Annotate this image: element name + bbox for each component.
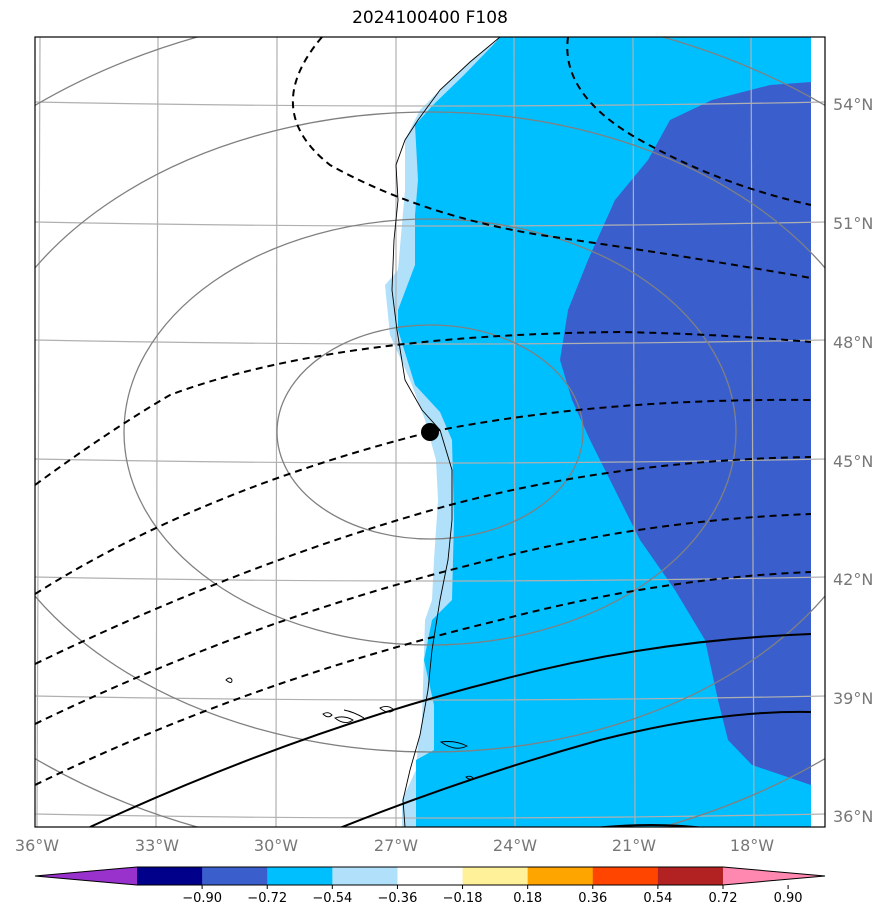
- colorbar-extend-min: [35, 867, 137, 885]
- colorbar-tick-label: −0.72: [247, 891, 287, 906]
- map-title: 2024100400 F108: [352, 8, 508, 28]
- colorbar-tick-label: 0.18: [513, 891, 542, 906]
- lon-tick-24w: 24°W: [493, 836, 537, 855]
- colorbar-tick-label: 0.90: [774, 891, 803, 906]
- lon-tick-27w: 27°W: [374, 836, 418, 855]
- colorbar-segment: [397, 867, 464, 885]
- colorbar: −0.90 −0.72 −0.54 −0.36 −0.18 0.18 0.36 0.54 0.7…: [34, 866, 826, 906]
- lat-tick-54n: 54°N: [833, 95, 873, 114]
- lat-tick-39n: 39°N: [833, 689, 873, 708]
- colorbar-tick-label: 0.36: [578, 891, 607, 906]
- colorbar-tick-label: −0.36: [378, 891, 418, 906]
- lat-tick-42n: 42°N: [833, 570, 873, 589]
- colorbar-extend-max: [723, 867, 825, 885]
- lon-tick-18w: 18°W: [730, 836, 774, 855]
- dashed-contours: [35, 37, 812, 786]
- deep-blue-region: [560, 82, 811, 785]
- lon-tick-labels: 36°W 33°W 30°W 27°W 24°W 21°W 18°W: [15, 836, 774, 855]
- colorbar-segment: [202, 867, 268, 885]
- colorbar-tick-label: −0.54: [312, 891, 352, 906]
- lon-tick-36w: 36°W: [15, 836, 59, 855]
- lat-tick-48n: 48°N: [833, 333, 873, 352]
- colorbar-segment: [527, 867, 594, 885]
- colorbar-segment: [137, 867, 203, 885]
- lon-tick-30w: 30°W: [254, 836, 298, 855]
- colorbar-segment: [267, 867, 333, 885]
- colorbar-tick-label: 0.72: [709, 891, 738, 906]
- coastline: [225, 37, 501, 827]
- colorbar-segment: [657, 867, 724, 885]
- solid-contours: [89, 633, 812, 827]
- colorbar-outline: [34, 866, 826, 886]
- colorbar-segment: [592, 867, 659, 885]
- lat-tick-51n: 51°N: [833, 214, 873, 233]
- lat-tick-labels: 54°N 51°N 48°N 45°N 42°N 39°N 36°N: [833, 95, 873, 826]
- colorbar-tick-label: 0.54: [643, 891, 672, 906]
- colorbar-segment: [332, 867, 398, 885]
- lon-tick-21w: 21°W: [612, 836, 656, 855]
- colorbar-segment: [462, 867, 529, 885]
- colorbar-tick-label: −0.18: [443, 891, 483, 906]
- lat-tick-36n: 36°N: [833, 807, 873, 826]
- lat-tick-45n: 45°N: [833, 452, 873, 471]
- lon-tick-33w: 33°W: [135, 836, 179, 855]
- colorbar-tick-label: −0.90: [182, 891, 222, 906]
- map-frame: [34, 36, 826, 828]
- storm-center-marker: [421, 423, 439, 441]
